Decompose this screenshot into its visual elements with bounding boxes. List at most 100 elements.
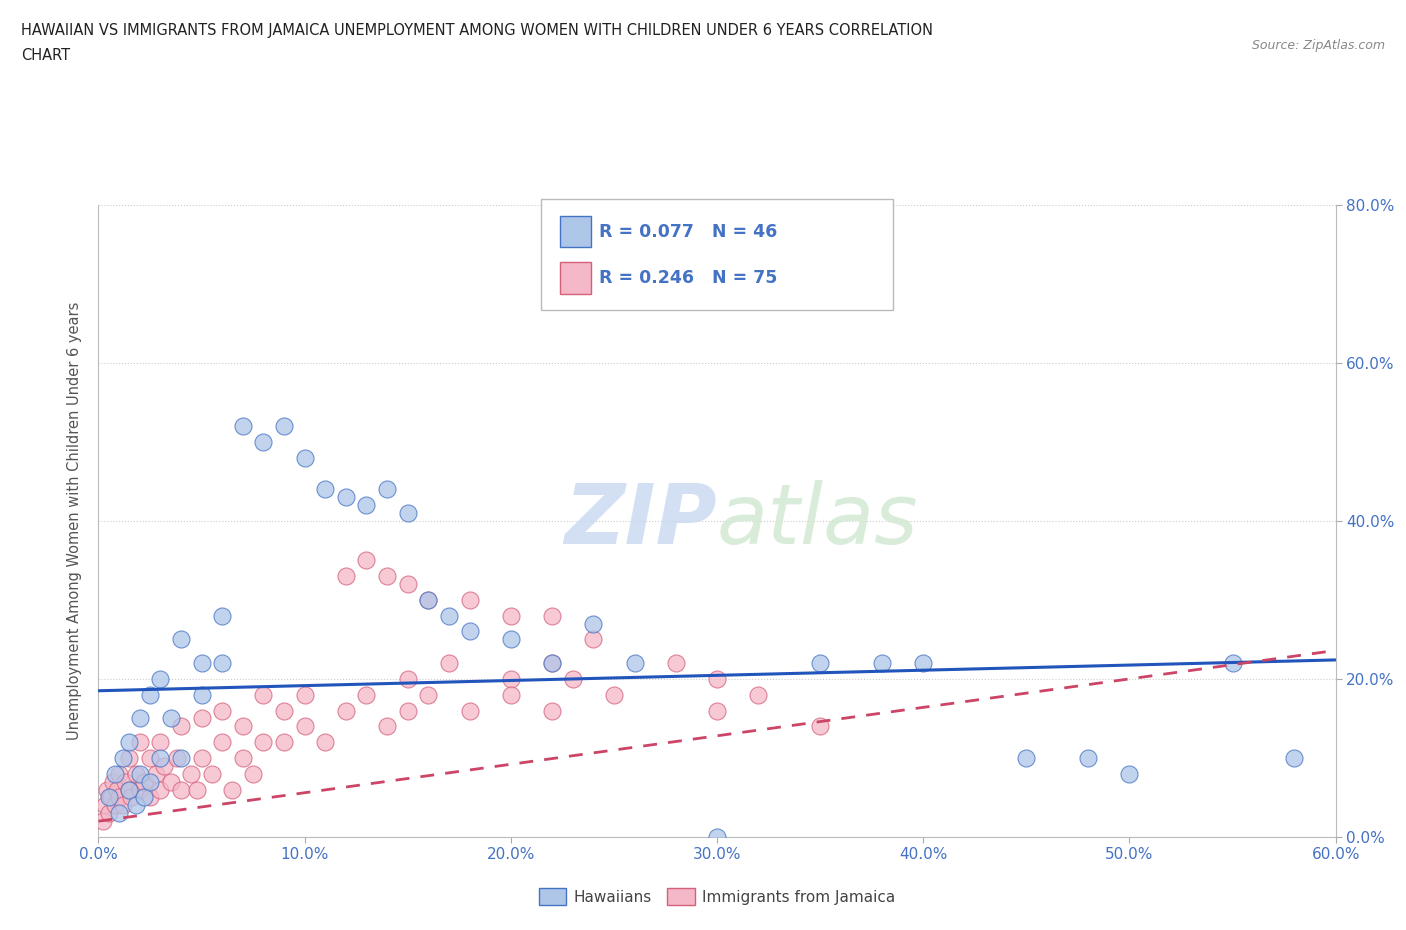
Point [396, 671, 419, 686]
Point [242, 766, 264, 781]
Point [128, 711, 150, 726]
Point [418, 687, 440, 702]
Point [665, 656, 688, 671]
Point [335, 569, 357, 584]
Point [118, 782, 141, 797]
Point [603, 687, 626, 702]
Point [93, 798, 115, 813]
Point [1284, 751, 1306, 765]
Point [356, 498, 378, 512]
Point [153, 759, 176, 774]
Point [541, 656, 564, 671]
Point [170, 782, 193, 797]
Point [190, 656, 212, 671]
Point [541, 703, 564, 718]
Point [104, 798, 127, 813]
Text: R = 0.077   N = 46: R = 0.077 N = 46 [599, 222, 778, 241]
Point [108, 805, 131, 821]
Point [356, 553, 378, 568]
Point [396, 577, 419, 591]
Legend: Hawaiians, Immigrants from Jamaica: Hawaiians, Immigrants from Jamaica [533, 882, 901, 911]
Point [582, 632, 605, 647]
Point [170, 719, 193, 734]
Point [190, 687, 212, 702]
Point [139, 687, 162, 702]
Point [118, 735, 141, 750]
Point [273, 418, 295, 433]
Point [91, 814, 114, 829]
Text: ZIP: ZIP [564, 480, 717, 562]
Point [335, 703, 357, 718]
Point [101, 774, 124, 789]
Point [499, 632, 522, 647]
Point [159, 711, 181, 726]
Point [100, 790, 122, 805]
Point [118, 751, 141, 765]
Point [375, 569, 398, 584]
Point [104, 766, 127, 781]
Point [139, 774, 162, 789]
Point [139, 751, 162, 765]
Point [252, 735, 274, 750]
Point [211, 735, 233, 750]
Point [166, 751, 188, 765]
Point [912, 656, 935, 671]
Point [499, 608, 522, 623]
Y-axis label: Unemployment Among Women with Children Under 6 years: Unemployment Among Women with Children U… [67, 301, 83, 740]
Point [97, 790, 120, 805]
Point [1015, 751, 1038, 765]
Point [139, 790, 162, 805]
Point [418, 592, 440, 607]
Point [273, 703, 295, 718]
Point [186, 782, 208, 797]
Point [314, 482, 336, 497]
Point [437, 656, 460, 671]
Point [396, 703, 419, 718]
Point [149, 751, 172, 765]
Point [221, 782, 243, 797]
Point [124, 798, 146, 813]
Point [232, 418, 254, 433]
Point [112, 751, 135, 765]
Point [396, 506, 419, 521]
Point [118, 782, 141, 797]
Point [211, 703, 233, 718]
Point [294, 719, 316, 734]
Point [97, 805, 120, 821]
Point [870, 656, 893, 671]
Point [294, 687, 316, 702]
Point [128, 782, 150, 797]
Point [232, 751, 254, 765]
Point [418, 592, 440, 607]
Point [132, 790, 155, 805]
Point [201, 766, 224, 781]
Point [190, 751, 212, 765]
Point [114, 774, 136, 789]
Point [808, 719, 831, 734]
Point [128, 766, 150, 781]
Point [623, 656, 645, 671]
Point [105, 782, 128, 797]
Point [128, 735, 150, 750]
Point [1118, 766, 1140, 781]
Point [108, 766, 131, 781]
Point [112, 798, 135, 813]
Point [706, 830, 728, 844]
Point [252, 687, 274, 702]
Point [159, 774, 181, 789]
Text: CHART: CHART [21, 48, 70, 63]
Point [149, 782, 172, 797]
Point [335, 490, 357, 505]
Point [541, 656, 564, 671]
Point [149, 671, 172, 686]
Point [458, 703, 481, 718]
Text: Source: ZipAtlas.com: Source: ZipAtlas.com [1251, 39, 1385, 52]
Point [170, 751, 193, 765]
Point [145, 766, 167, 781]
Point [706, 703, 728, 718]
Point [561, 671, 583, 686]
Point [499, 687, 522, 702]
Point [375, 719, 398, 734]
Point [458, 592, 481, 607]
Point [120, 790, 142, 805]
